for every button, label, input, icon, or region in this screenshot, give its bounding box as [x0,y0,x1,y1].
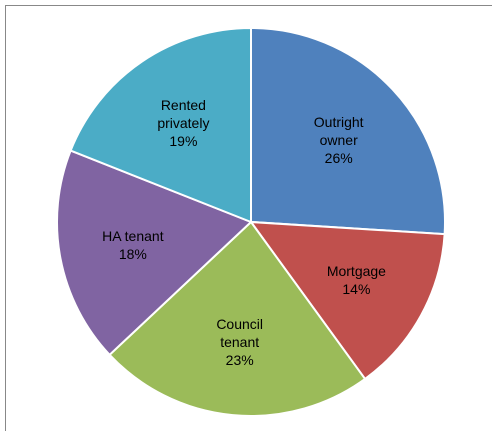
pie-slice [108,220,367,417]
slice-label: Rented privately 19% [144,96,222,150]
category-label: Council tenant [216,315,264,350]
pie-slice [250,26,446,236]
category-label: Outright owner [313,113,364,148]
slice-label: Council tenant 23% [201,315,279,369]
percent-label: 18% [118,245,147,262]
percent-label: 14% [342,280,371,297]
pie-slice [248,220,446,381]
chart-border [5,5,492,431]
slice-label: Outright owner 26% [300,113,378,167]
category-label: Rented privately [157,96,210,131]
percent-label: 23% [225,351,254,368]
percent-label: 19% [169,132,198,149]
category-label: HA tenant [102,227,164,244]
percent-label: 26% [324,149,353,166]
slice-label: HA tenant 18% [94,227,172,263]
category-label: Mortgage [326,262,386,279]
pie-slice [56,149,253,357]
slice-label: Mortgage 14% [317,262,395,298]
pie-slice [69,26,252,224]
